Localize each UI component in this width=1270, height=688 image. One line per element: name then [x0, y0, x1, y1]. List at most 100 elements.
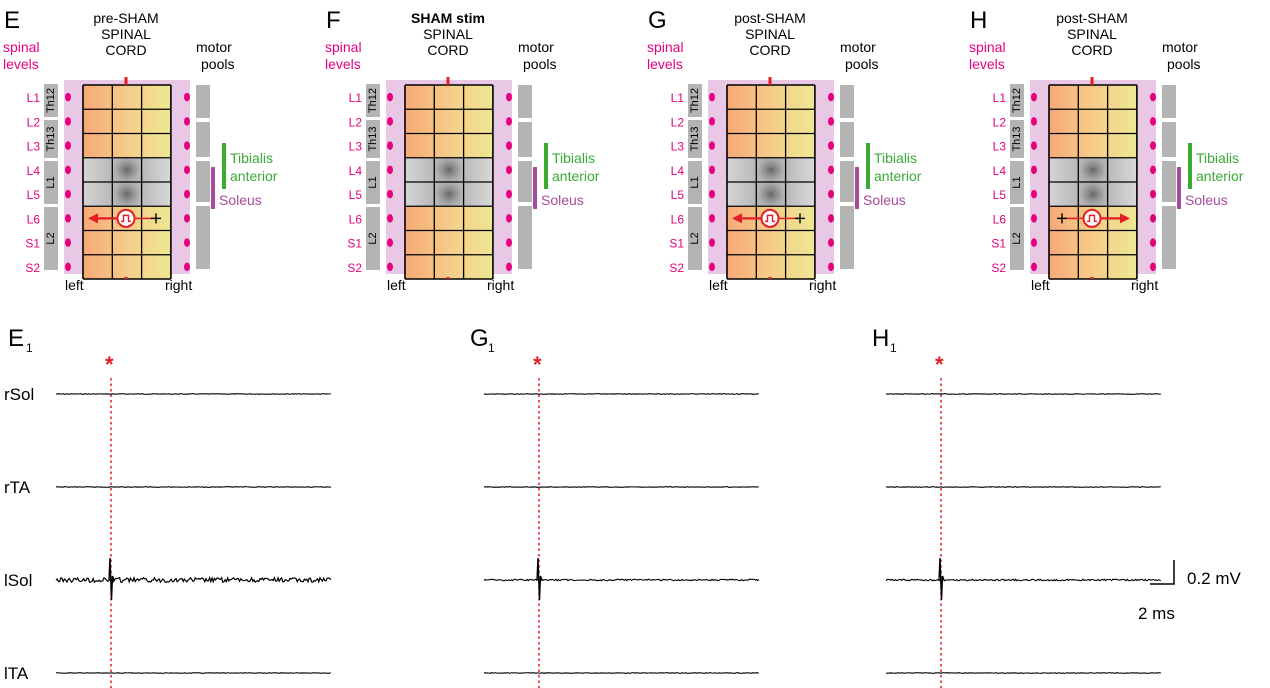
- soleus-bar: [1177, 167, 1181, 209]
- left-root-dot: [709, 189, 715, 199]
- stimulator-icon: [760, 208, 780, 228]
- panel-title-line: CORD: [1071, 42, 1112, 58]
- left-root-dot: [387, 189, 393, 199]
- spinal-levels-label: levels: [3, 56, 39, 72]
- trace-panel-subscript: 1: [890, 341, 897, 355]
- panel-title-line: SPINAL: [101, 26, 151, 42]
- activity-spot: [754, 180, 787, 209]
- right-label: right: [165, 277, 192, 293]
- spinal-level-label: L5: [671, 188, 685, 202]
- right-root-dot: [184, 165, 190, 175]
- vertebra-label: L1: [689, 176, 701, 188]
- left-label: left: [709, 277, 728, 293]
- tibialis-label: anterior: [874, 168, 922, 184]
- right-root-dot: [506, 117, 512, 126]
- panel-title-line: CORD: [427, 42, 468, 58]
- soleus-label: Soleus: [219, 192, 262, 208]
- tibialis-bar: [544, 143, 548, 189]
- left-root-dot: [709, 141, 715, 150]
- spinal-level-label: S2: [669, 261, 684, 275]
- spinal-level-label: L4: [349, 164, 363, 178]
- spinal-level-label: S1: [25, 237, 40, 251]
- right-root-dot: [184, 117, 190, 126]
- tibialis-label: Tibialis: [874, 150, 917, 166]
- spinal-level-label: S1: [991, 237, 1006, 251]
- right-root-dot: [828, 92, 834, 102]
- motor-pools-label: pools: [201, 56, 234, 72]
- emg-trace-lSol: [55, 575, 332, 584]
- tibialis-bar: [866, 143, 870, 189]
- spinal-levels-label: spinal: [647, 39, 684, 55]
- trace-panel-G: G 1 *: [470, 325, 760, 688]
- left-root-dot: [387, 262, 393, 272]
- activity-spot: [432, 180, 465, 209]
- spinal-levels-label: levels: [647, 56, 683, 72]
- left-root-dot: [709, 262, 715, 272]
- emg-trace-lSol: [885, 578, 1161, 582]
- vertebra-label: L1: [45, 176, 57, 188]
- spinal-levels-label: spinal: [325, 39, 362, 55]
- vertebra-label: Th13: [689, 126, 701, 151]
- motor-pools-label: pools: [1167, 56, 1200, 72]
- emg-trace-rSol: [483, 393, 760, 395]
- vertebra-block: [688, 161, 702, 204]
- spinal-level-label: S1: [347, 237, 362, 251]
- left-root-dot: [709, 238, 715, 247]
- spinal-levels-label: levels: [969, 56, 1005, 72]
- right-root-dot: [184, 141, 190, 150]
- spinal-level-label: L5: [27, 188, 41, 202]
- right-root-dot: [828, 141, 834, 150]
- trace-panel-H: H 1 *: [872, 325, 1161, 688]
- spinal-level-label: L6: [993, 212, 1007, 226]
- trace-panel-letter: H: [872, 325, 889, 352]
- left-label: left: [65, 277, 84, 293]
- spinal-level-label: L1: [671, 91, 685, 105]
- emg-trace-lTA: [55, 672, 331, 674]
- right-root-dot: [506, 214, 512, 223]
- panel-title-line: SHAM stim: [411, 10, 485, 26]
- spinal-level-label: L3: [27, 140, 41, 154]
- scale-voltage-label: 0.2 mV: [1187, 569, 1242, 588]
- spinal-level-label: L4: [993, 164, 1007, 178]
- left-root-dot: [387, 165, 393, 175]
- left-root-dot: [387, 214, 393, 223]
- soleus-label: Soleus: [863, 192, 906, 208]
- panel-title-line: SPINAL: [745, 26, 795, 42]
- left-root-dot: [65, 262, 71, 272]
- right-root-dot: [1150, 141, 1156, 150]
- spinal-levels-label: spinal: [969, 39, 1006, 55]
- left-root-dot: [65, 141, 71, 150]
- vertebra-block: [1010, 161, 1024, 204]
- soleus-label: Soleus: [1185, 192, 1228, 208]
- spinal-levels-label: levels: [325, 56, 361, 72]
- soleus-bar: [211, 167, 215, 209]
- motor-pools-label: pools: [523, 56, 556, 72]
- right-root-dot: [184, 189, 190, 199]
- trace-panel-E: E 1 * rSol rTA lSol lTA: [4, 325, 332, 688]
- left-root-dot: [709, 117, 715, 126]
- warm-rows: [1049, 85, 1137, 158]
- panel-title-line: SPINAL: [1067, 26, 1117, 42]
- tibialis-label: Tibialis: [552, 150, 595, 166]
- left-root-dot: [65, 117, 71, 126]
- tibialis-label: anterior: [230, 168, 278, 184]
- stim-arrow-head: [732, 213, 742, 224]
- trace-panel-letter: G: [470, 325, 489, 352]
- right-root-dot: [1150, 117, 1156, 126]
- left-root-dot: [1031, 117, 1037, 126]
- right-root-dot: [828, 262, 834, 272]
- left-root-dot: [65, 92, 71, 102]
- vertebra-block: [688, 207, 702, 270]
- tibialis-label: anterior: [552, 168, 600, 184]
- right-root-dot: [506, 238, 512, 247]
- stim-arrow-head: [88, 213, 98, 224]
- stim-star: *: [105, 352, 114, 377]
- pulse-icon: [121, 214, 131, 223]
- left-root-dot: [65, 238, 71, 247]
- soleus-label: Soleus: [541, 192, 584, 208]
- activity-spot: [110, 155, 143, 184]
- motor-pool-column: [196, 85, 210, 269]
- vertebra-block: [44, 161, 58, 204]
- right-root-dot: [1150, 165, 1156, 175]
